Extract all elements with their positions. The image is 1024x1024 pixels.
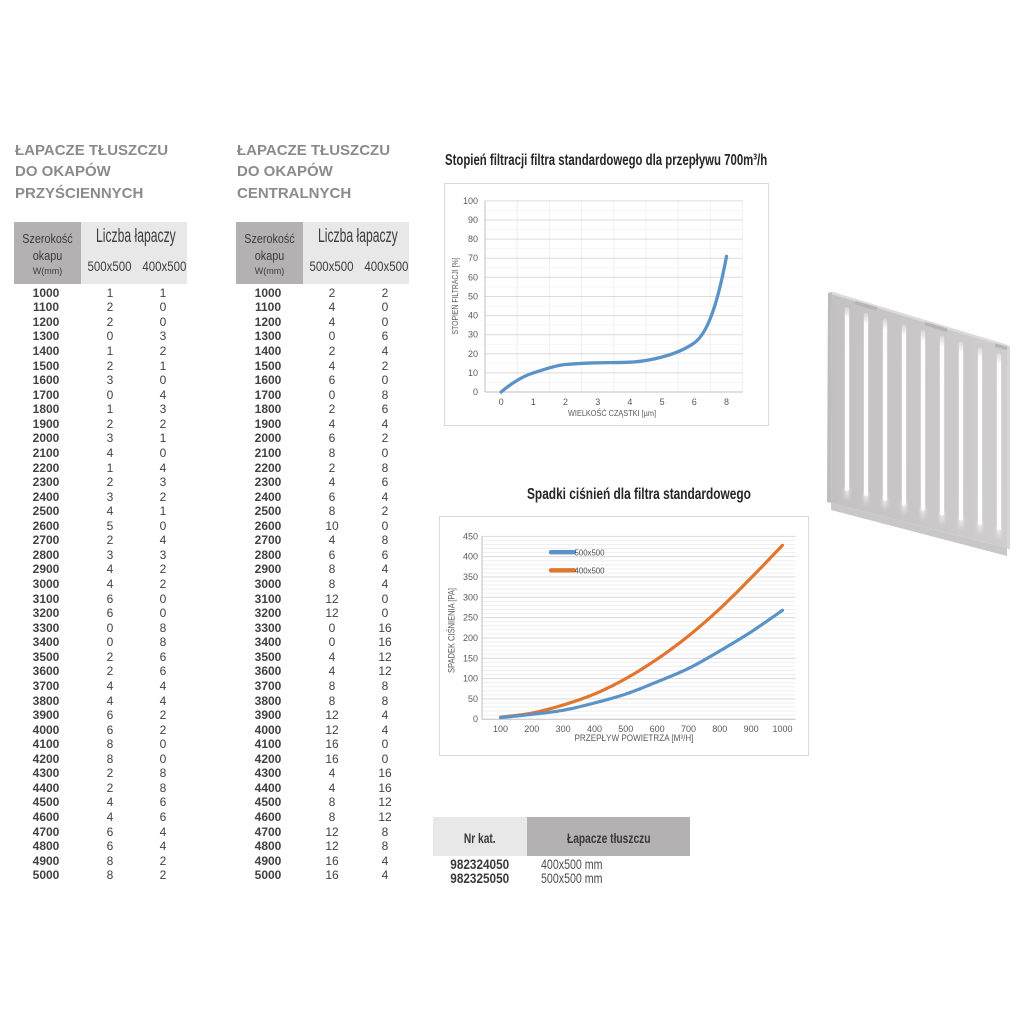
svg-text:50: 50 — [468, 292, 478, 302]
svg-text:60: 60 — [468, 272, 478, 282]
svg-text:1000: 1000 — [772, 724, 792, 734]
svg-text:300: 300 — [463, 592, 478, 602]
svg-text:100: 100 — [493, 724, 508, 734]
svg-text:350: 350 — [463, 572, 478, 582]
svg-text:2: 2 — [563, 397, 568, 407]
svg-text:SPADEK CIŚNIENIA [PA]: SPADEK CIŚNIENIA [PA] — [446, 588, 457, 673]
svg-text:100: 100 — [463, 196, 478, 206]
svg-text:450: 450 — [463, 531, 478, 541]
svg-text:80: 80 — [468, 234, 478, 244]
svg-text:6: 6 — [692, 397, 697, 407]
svg-text:500: 500 — [618, 724, 633, 734]
svg-text:70: 70 — [468, 253, 478, 263]
svg-text:3: 3 — [595, 397, 600, 407]
svg-text:5: 5 — [660, 397, 665, 407]
svg-text:600: 600 — [650, 724, 665, 734]
svg-text:100: 100 — [463, 674, 478, 684]
svg-text:10: 10 — [468, 368, 478, 378]
svg-text:30: 30 — [468, 330, 478, 340]
svg-text:500x500: 500x500 — [575, 548, 605, 558]
svg-text:700: 700 — [681, 724, 696, 734]
svg-text:8: 8 — [724, 397, 729, 407]
svg-text:150: 150 — [463, 653, 478, 663]
svg-text:0: 0 — [499, 397, 504, 407]
svg-text:40: 40 — [468, 311, 478, 321]
svg-text:1: 1 — [531, 397, 536, 407]
svg-text:50: 50 — [468, 694, 478, 704]
svg-text:900: 900 — [744, 724, 759, 734]
svg-text:400: 400 — [587, 724, 602, 734]
svg-text:250: 250 — [463, 613, 478, 623]
svg-text:200: 200 — [524, 724, 539, 734]
svg-text:90: 90 — [468, 215, 478, 225]
svg-text:PRZEPŁYW POWIETRZA [M³/H]: PRZEPŁYW POWIETRZA [M³/H] — [575, 733, 694, 743]
svg-text:4: 4 — [627, 397, 632, 407]
svg-text:0: 0 — [473, 387, 478, 397]
svg-text:400: 400 — [463, 552, 478, 562]
svg-text:0: 0 — [473, 714, 478, 724]
svg-text:800: 800 — [712, 724, 727, 734]
svg-text:300: 300 — [556, 724, 571, 734]
svg-text:STOPIEŃ FILTRACJI [%]: STOPIEŃ FILTRACJI [%] — [450, 258, 460, 335]
svg-text:200: 200 — [463, 633, 478, 643]
svg-text:400x500: 400x500 — [575, 566, 605, 576]
svg-text:WIELKOŚĆ CZĄSTKI [µm]: WIELKOŚĆ CZĄSTKI [µm] — [568, 407, 656, 418]
svg-text:20: 20 — [468, 349, 478, 359]
